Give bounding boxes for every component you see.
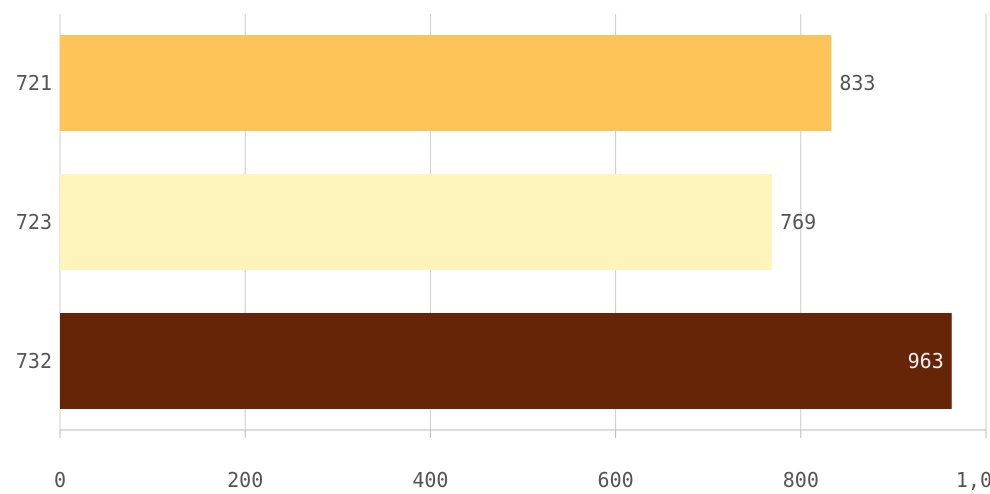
category-label-732: 732 — [16, 349, 52, 373]
category-label-723: 723 — [16, 210, 52, 234]
category-label-721: 721 — [16, 71, 52, 95]
data-label-721: 833 — [839, 71, 875, 95]
x-tick-label-0: 0 — [54, 468, 66, 492]
bar-721 — [60, 35, 832, 131]
bar-723 — [60, 174, 773, 270]
labels: 0 200 400 600 800 1,000 721 833 723 769 732 963 — [16, 71, 990, 492]
x-tick-label-200: 200 — [227, 468, 263, 492]
x-tick-label-1000: 1,000 — [956, 468, 990, 492]
data-label-732: 963 — [908, 349, 944, 373]
x-axis — [59, 429, 987, 438]
bar-732 — [60, 313, 952, 409]
bars — [60, 35, 952, 409]
x-tick-label-600: 600 — [598, 468, 634, 492]
data-label-723: 769 — [780, 210, 816, 234]
x-tick-label-800: 800 — [783, 468, 819, 492]
x-tick-label-400: 400 — [412, 468, 448, 492]
